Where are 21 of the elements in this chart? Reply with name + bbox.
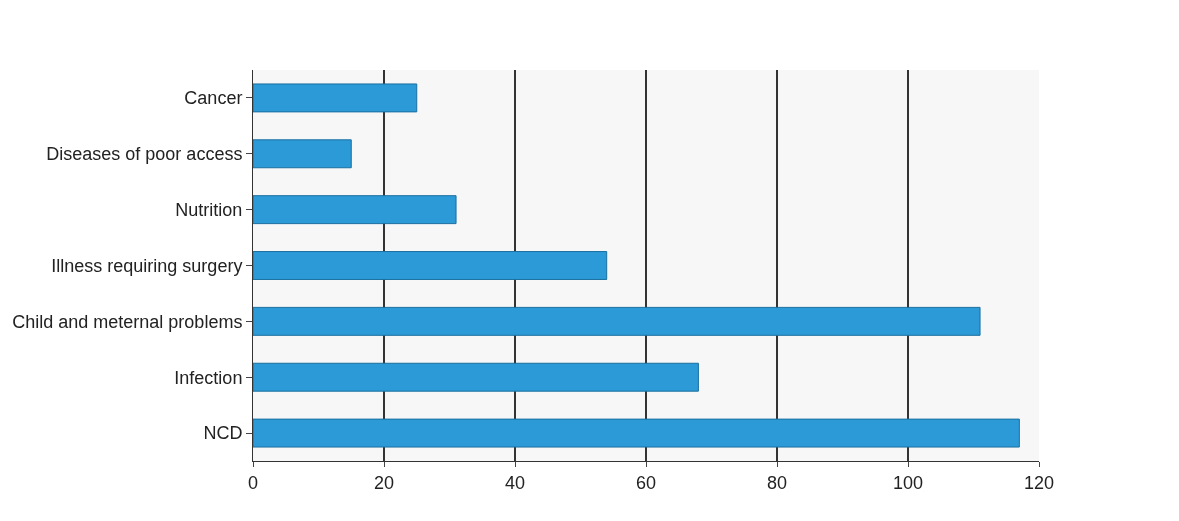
x-tick-label: 60 — [635, 472, 657, 493]
y-tick-label: Cancer — [184, 88, 243, 109]
bar — [253, 418, 1020, 448]
x-tick-label: 20 — [373, 472, 395, 493]
x-tick-label: 120 — [1023, 472, 1055, 493]
y-tick-label: NCD — [203, 423, 243, 444]
y-tick-label: Illness requiring surgery — [51, 255, 243, 276]
y-tick-label: Child and meternal problems — [12, 311, 243, 332]
bar — [253, 139, 352, 169]
bar — [253, 362, 699, 392]
x-tick-label: 100 — [892, 472, 924, 493]
y-tick-label: Nutrition — [175, 199, 243, 220]
x-tick-label: 80 — [766, 472, 788, 493]
bar — [253, 251, 608, 280]
bar — [253, 195, 457, 225]
x-tick-label: 0 — [247, 472, 259, 493]
y-tick-label: Diseases of poor access — [46, 144, 243, 165]
bar — [253, 306, 981, 336]
y-tick-label: Infection — [174, 367, 243, 388]
bar — [253, 83, 418, 113]
x-tick-label: 40 — [504, 472, 526, 493]
